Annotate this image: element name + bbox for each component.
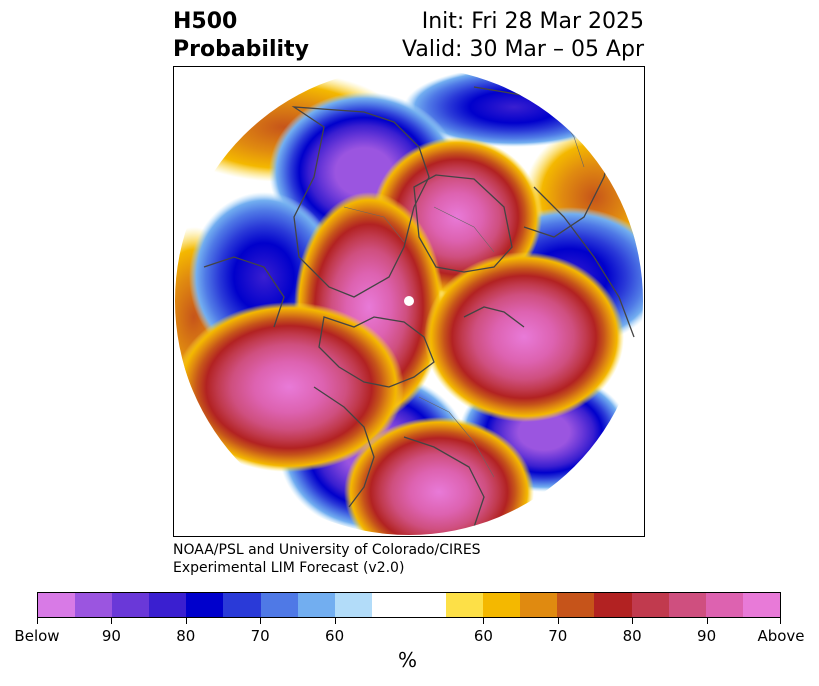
credit-line-1: NOAA/PSL and University of Colorado/CIRE… (173, 542, 481, 558)
map-frame (173, 66, 645, 537)
colorbar-ticks: Below 90 80 70 60 60 70 80 90 Above (14, 618, 805, 648)
anomaly-above-sw (175, 302, 404, 472)
colorbar-swatch (705, 593, 743, 617)
colorbar-tick-label: 90 (101, 627, 121, 645)
title-left: H500 Probability (173, 8, 309, 64)
valid-range: Valid: 30 Mar – 05 Apr (402, 37, 644, 62)
colorbar-unit: % (398, 648, 418, 672)
colorbar-tick-label: 80 (622, 627, 642, 645)
colorbar-swatch (186, 593, 224, 617)
colorbar-tick-label: 80 (176, 627, 196, 645)
colorbar-swatch (223, 593, 261, 617)
colorbar-tick-mark (706, 618, 708, 624)
colorbar-tick-mark (632, 618, 634, 624)
colorbar-swatch (446, 593, 484, 617)
colorbar-tick-mark (557, 618, 559, 624)
colorbar-swatch (594, 593, 632, 617)
title-right: Init: Fri 28 Mar 2025 Valid: 30 Mar – 05… (402, 8, 644, 64)
colorbar-swatch (742, 593, 780, 617)
init-date: Init: Fri 28 Mar 2025 (421, 9, 644, 34)
colorbar-tick-label: 70 (548, 627, 568, 645)
colorbar-tick-label: Above (757, 627, 805, 645)
colorbar-tick-label: Below (14, 627, 60, 645)
polar-map (175, 67, 643, 535)
colorbar-tick-mark (37, 618, 38, 624)
colorbar-tick-mark (260, 618, 262, 624)
colorbar-tick-mark (780, 618, 781, 624)
title-variable: H500 (173, 9, 238, 34)
colorbar-swatch (371, 593, 409, 617)
colorbar-tick-label: 70 (250, 627, 270, 645)
anomaly-field (175, 67, 643, 535)
colorbar-tick-label: 90 (697, 627, 717, 645)
colorbar-tick-mark (185, 618, 187, 624)
colorbar-swatch (483, 593, 521, 617)
credit-line-2: Experimental LIM Forecast (v2.0) (173, 560, 405, 576)
colorbar-swatch (112, 593, 150, 617)
colorbar-swatch (334, 593, 372, 617)
colorbar-swatch (668, 593, 706, 617)
colorbar-swatch (260, 593, 298, 617)
title-type: Probability (173, 37, 309, 62)
colorbar-tick-mark (111, 618, 113, 624)
anomaly-above-e (424, 252, 624, 422)
colorbar-swatch (38, 593, 76, 617)
colorbar-swatch (557, 593, 595, 617)
north-pole-marker (404, 296, 414, 306)
colorbar-tick-label: 60 (473, 627, 493, 645)
colorbar-swatch (297, 593, 335, 617)
colorbar (37, 592, 781, 618)
colorbar-tick-label: 60 (325, 627, 345, 645)
colorbar-swatch (631, 593, 669, 617)
colorbar-swatch (520, 593, 558, 617)
colorbar-swatch (75, 593, 113, 617)
colorbar-swatch (149, 593, 187, 617)
colorbar-tick-mark (483, 618, 485, 624)
colorbar-tick-mark (334, 618, 336, 624)
credit: NOAA/PSL and University of Colorado/CIRE… (173, 541, 481, 577)
colorbar-swatch (408, 593, 447, 617)
